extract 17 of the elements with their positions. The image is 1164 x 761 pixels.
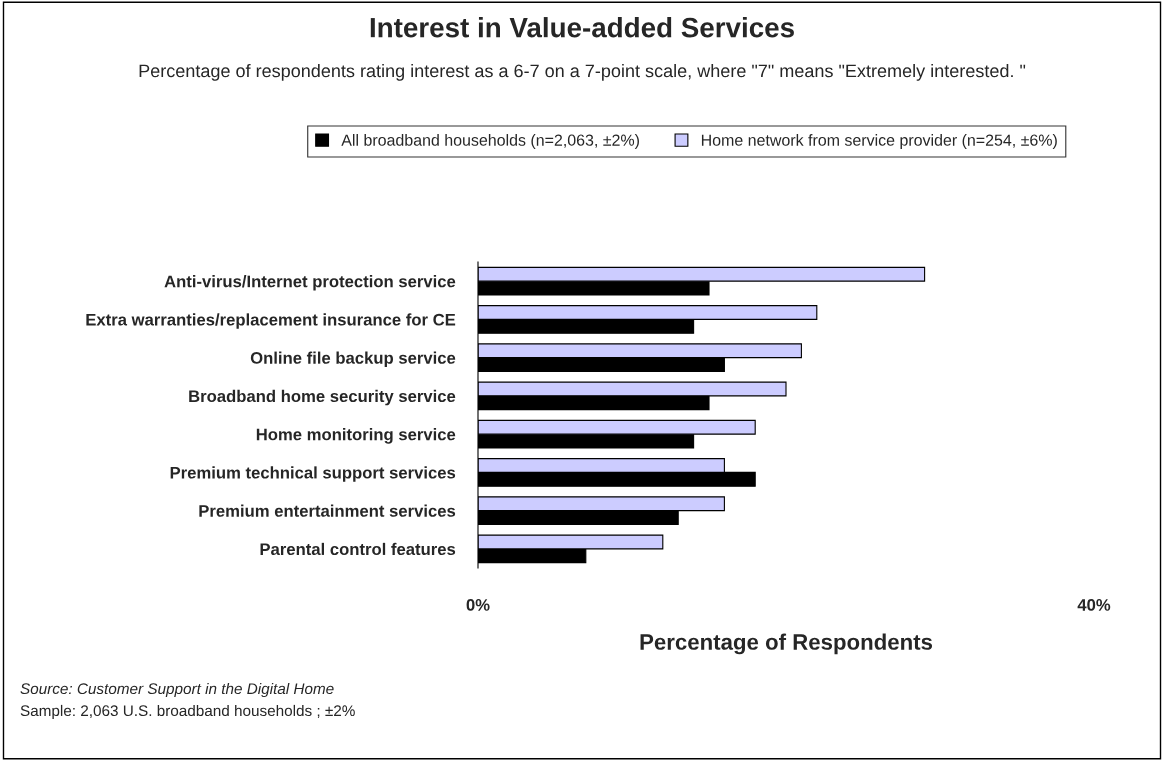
x-axis-title: Percentage of Respondents: [640, 633, 933, 655]
x-tick-label: 40%: [1077, 599, 1111, 611]
legend-label: All broadband households (n=2,063, ±2%): [341, 134, 639, 149]
chart-title: Interest in Value-added Services: [370, 17, 794, 38]
y-tick-label: Anti-virus/Internet protection service: [164, 275, 456, 291]
y-tick-label: Premium entertainment services: [199, 504, 456, 517]
y-tick-label: Home monitoring service: [256, 428, 456, 444]
y-tick-label: Broadband home security service: [189, 389, 456, 406]
y-tick-label: Extra warranties/replacement insurance for CE: [86, 313, 456, 329]
legend-label: Home network from service provider (n=254, ±6%): [701, 134, 1057, 149]
y-tick-label: Online file backup service: [250, 351, 456, 368]
chart-subtitle: Percentage of respondents rating interest as a 6-7 on a 7-point scale, where "7" means "Extremely interested. ": [139, 64, 1026, 81]
y-tick-label: Premium technical support services: [170, 466, 456, 482]
x-tick-label: 0%: [466, 599, 490, 611]
text: Sample: 2,063 U.S. broadband households ; ±2%: [20, 704, 355, 720]
source-note: Source: Customer Support in the Digital Home: [20, 682, 334, 698]
y-tick-label: Parental control features: [260, 542, 456, 556]
